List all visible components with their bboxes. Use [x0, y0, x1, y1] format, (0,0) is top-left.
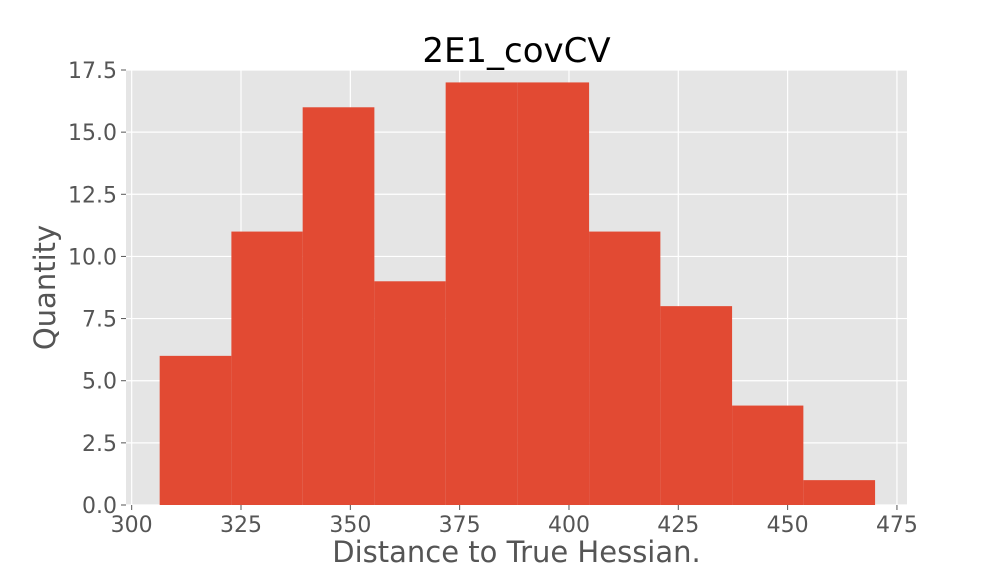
- histogram-bar: [589, 231, 661, 506]
- y-tick-label: 15.0: [68, 121, 117, 146]
- y-tick-label: 10.0: [68, 245, 117, 270]
- histogram-bar: [445, 82, 518, 505]
- bars: [159, 82, 876, 506]
- histogram-bar: [803, 480, 876, 505]
- x-axis-label: Distance to True Hessian.: [332, 535, 700, 569]
- x-tick-label: 475: [876, 513, 918, 538]
- histogram-bar: [302, 107, 375, 506]
- axis-ticks: 300 325 350 375 400 425 450 475 0.0 2.5 5.0 7.5 10.0…: [68, 59, 918, 538]
- histogram-bar: [231, 231, 303, 506]
- y-tick-label: 17.5: [68, 59, 117, 84]
- x-tick-label: 450: [767, 513, 809, 538]
- x-tick-label: 325: [220, 513, 262, 538]
- y-tick-label: 2.5: [82, 432, 117, 457]
- y-axis-label: Quantity: [28, 225, 62, 350]
- y-tick-label: 12.5: [68, 183, 117, 208]
- histogram-bar: [159, 355, 232, 505]
- chart-title: 2E1_covCV: [422, 31, 610, 71]
- histogram-bar: [660, 306, 733, 505]
- y-tick-label: 7.5: [82, 308, 117, 333]
- y-tick-label: 0.0: [82, 494, 117, 519]
- histogram-bar: [517, 82, 590, 505]
- histogram-bar: [374, 281, 446, 505]
- x-tick-label: 350: [329, 513, 371, 538]
- y-tick-label: 5.0: [82, 370, 117, 395]
- x-tick-label: 400: [548, 513, 590, 538]
- histogram-bar: [732, 405, 804, 505]
- x-tick-label: 425: [657, 513, 699, 538]
- x-tick-label: 375: [439, 513, 481, 538]
- x-tick-label: 300: [111, 513, 153, 538]
